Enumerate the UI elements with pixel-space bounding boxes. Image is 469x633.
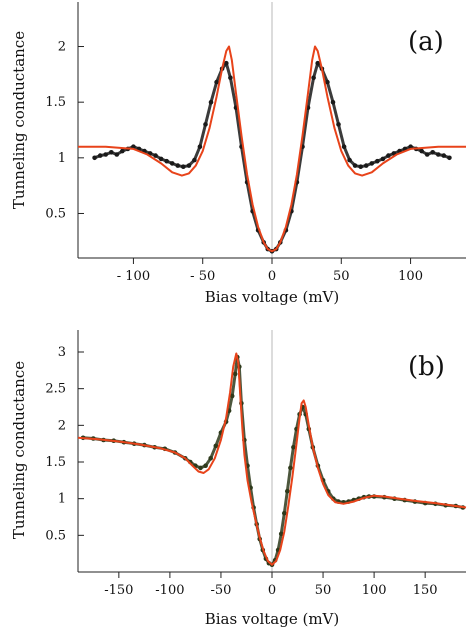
x-tick-label: -100 (155, 583, 184, 598)
y-tick-label: 2 (58, 418, 66, 433)
data-trace-segment (245, 180, 255, 213)
y-axis-title: Tunneling conductance (10, 361, 28, 539)
data-trace-segment (224, 61, 232, 80)
data-trace-segment (289, 180, 299, 213)
data-trace-segment (227, 394, 234, 413)
data-trace-segment (295, 145, 304, 184)
x-axis-title: Bias voltage (mV) (205, 288, 340, 306)
data-trace-segment (234, 106, 243, 149)
data-trace-segment (285, 466, 292, 493)
y-tick-label: 2 (58, 40, 66, 55)
data-trace-segment (279, 511, 286, 536)
y-tick-label: 1.5 (45, 455, 66, 470)
data-trace-segment (209, 80, 219, 104)
x-tick-label: 150 (413, 583, 438, 598)
x-tick-label: 50 (315, 583, 332, 598)
data-trace-segment (282, 489, 289, 515)
data-trace-segment (242, 438, 249, 468)
y-tick-label: 3 (58, 345, 66, 360)
fit-curve (78, 45, 466, 253)
panel-label: (a) (408, 27, 444, 57)
y-tick-label: 0.5 (45, 206, 66, 221)
panel-b: 0.5 1 1.5 2 2.5 3 -150 -100 -50 0 50 100 150 Bias vol… (10, 330, 467, 628)
data-trace-segment (192, 145, 202, 162)
data-trace-segment (246, 464, 253, 490)
data-trace-segment (291, 427, 298, 449)
data-trace-segment (198, 122, 207, 149)
y-axis-title: Tunneling conductance (10, 31, 28, 209)
y-tick-label: 0.5 (45, 528, 66, 543)
fit-curve (77, 352, 467, 566)
data-trace-segment (306, 76, 316, 110)
panel-a: 0.5 1 1.5 2 - 100 - 50 0 50 100 Bias voltage (mV)… (10, 2, 466, 306)
panel-label: (b) (408, 352, 445, 382)
x-tick-label: - 100 (117, 269, 150, 284)
y-tick-label: 1 (58, 151, 66, 166)
data-trace-segment (312, 61, 320, 80)
data-trace-segment (301, 106, 310, 149)
data-trace-segment (331, 100, 340, 126)
y-tick-label: 2.5 (45, 382, 66, 397)
y-tick-label: 1 (58, 492, 66, 507)
data-point (447, 155, 452, 161)
data-trace-segment (230, 372, 237, 398)
x-tick-label: 50 (333, 269, 350, 284)
data-points-series (80, 354, 466, 567)
data-trace-segment (240, 145, 249, 184)
data-trace-segment (288, 445, 295, 470)
data-trace-segment (204, 100, 213, 126)
data-trace-segment (214, 431, 223, 448)
data-trace-segment (228, 76, 238, 110)
x-tick-label: 0 (268, 269, 276, 284)
x-tick-label: 100 (398, 269, 423, 284)
data-trace-segment (342, 145, 352, 162)
x-tick-label: 100 (362, 583, 387, 598)
data-trace-segment (337, 122, 346, 149)
x-tick-label: -150 (104, 583, 133, 598)
y-tick-label: 1.5 (45, 95, 66, 110)
data-trace-segment (325, 80, 335, 104)
x-tick-label: 0 (268, 583, 276, 598)
data-trace-segment (276, 532, 283, 552)
x-axis-title: Bias voltage (mV) (205, 610, 340, 628)
x-tick-label: - 50 (190, 269, 215, 284)
x-tick-label: -50 (210, 583, 231, 598)
data-trace-segment (249, 486, 256, 509)
